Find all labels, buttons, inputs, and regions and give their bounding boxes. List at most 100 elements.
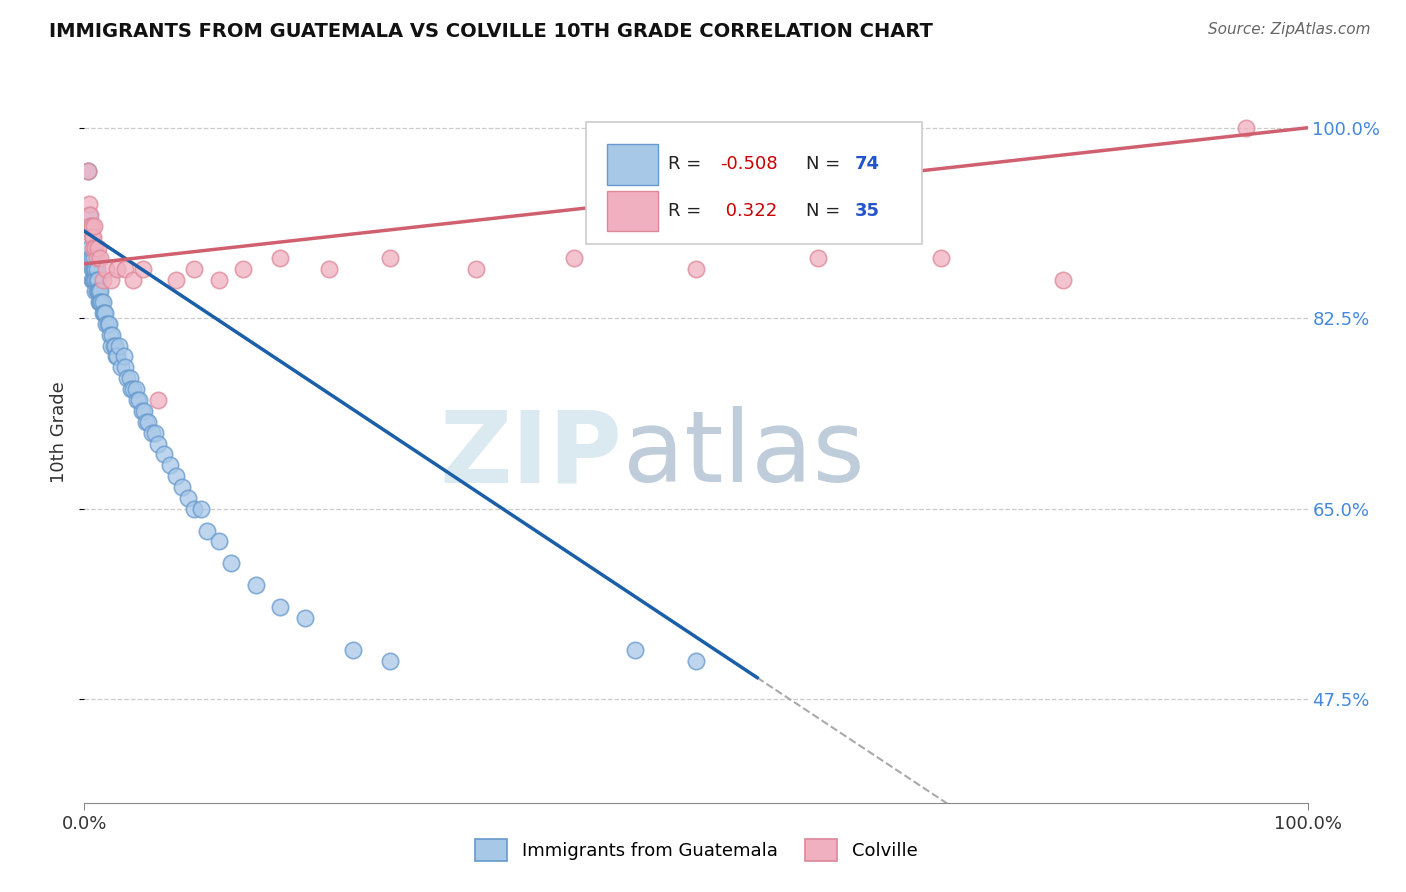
Point [146,436,169,450]
Point [165,469,187,483]
Text: 0.322: 0.322 [720,202,778,219]
Point [219,556,242,570]
Point [153,447,176,461]
Point [96,317,118,331]
Point [380,252,402,266]
Point [100,338,122,352]
Point [294,611,316,625]
Point [77,164,100,178]
Point [1236,120,1258,135]
Point [87,284,110,298]
Point [110,360,132,375]
Point [135,415,157,429]
Text: IMMIGRANTS FROM GUATEMALA VS COLVILLE 10TH GRADE CORRELATION CHART: IMMIGRANTS FROM GUATEMALA VS COLVILLE 10… [49,22,934,41]
Point [120,382,142,396]
Text: N =: N = [806,202,841,219]
Point [132,262,155,277]
Point [91,306,114,320]
Point [929,252,952,266]
Point [89,252,111,266]
Point [1052,273,1074,287]
Point [79,208,101,222]
Point [136,415,159,429]
Point [80,252,103,266]
Point [79,219,101,233]
Point [122,382,145,396]
Point [83,219,105,233]
Point [86,262,108,277]
Point [91,295,114,310]
Point [87,295,110,310]
Point [165,273,187,287]
Point [195,524,218,538]
Point [177,491,200,505]
Legend: Immigrants from Guatemala, Colville: Immigrants from Guatemala, Colville [467,831,925,868]
Point [77,164,100,178]
Point [159,458,181,473]
Text: 35: 35 [855,202,880,219]
Point [83,262,105,277]
Text: atlas: atlas [623,407,865,503]
Point [87,241,110,255]
Point [82,241,104,255]
Point [96,262,118,277]
Point [134,404,156,418]
Point [79,252,101,266]
Point [84,284,107,298]
Point [114,262,136,277]
Point [98,327,121,342]
Text: N =: N = [806,155,841,173]
Point [80,273,103,287]
Point [114,360,136,375]
Point [269,252,291,266]
Point [87,273,110,287]
Point [131,404,153,418]
Point [104,338,127,352]
Point [83,273,105,287]
Point [122,273,145,287]
Point [87,284,110,298]
Point [464,262,486,277]
Point [685,654,707,668]
FancyBboxPatch shape [586,121,922,244]
Point [105,350,128,364]
Point [86,273,108,287]
Point [105,350,128,364]
Point [128,392,150,407]
Point [79,241,101,255]
Point [172,480,194,494]
Point [82,229,104,244]
Point [118,371,141,385]
Point [232,262,254,277]
Point [685,262,707,277]
Point [245,578,267,592]
Point [115,371,138,385]
Point [84,262,107,277]
Point [190,501,212,516]
Point [624,643,647,657]
Point [208,273,231,287]
Point [93,306,115,320]
Point [807,252,830,266]
Point [84,241,107,255]
Text: 74: 74 [855,155,880,173]
Point [208,534,231,549]
Text: -0.508: -0.508 [720,155,778,173]
Point [97,317,120,331]
Point [125,392,148,407]
Y-axis label: 10th Grade: 10th Grade [51,382,69,483]
Point [269,599,291,614]
Point [91,273,114,287]
Point [82,262,104,277]
Point [562,252,585,266]
Point [83,252,105,266]
Point [146,392,169,407]
Point [141,425,163,440]
Point [97,317,120,331]
Point [183,501,205,516]
Text: ZIP: ZIP [440,407,623,503]
Point [80,262,103,277]
Text: R =: R = [668,155,702,173]
Point [86,252,108,266]
Point [143,425,166,440]
